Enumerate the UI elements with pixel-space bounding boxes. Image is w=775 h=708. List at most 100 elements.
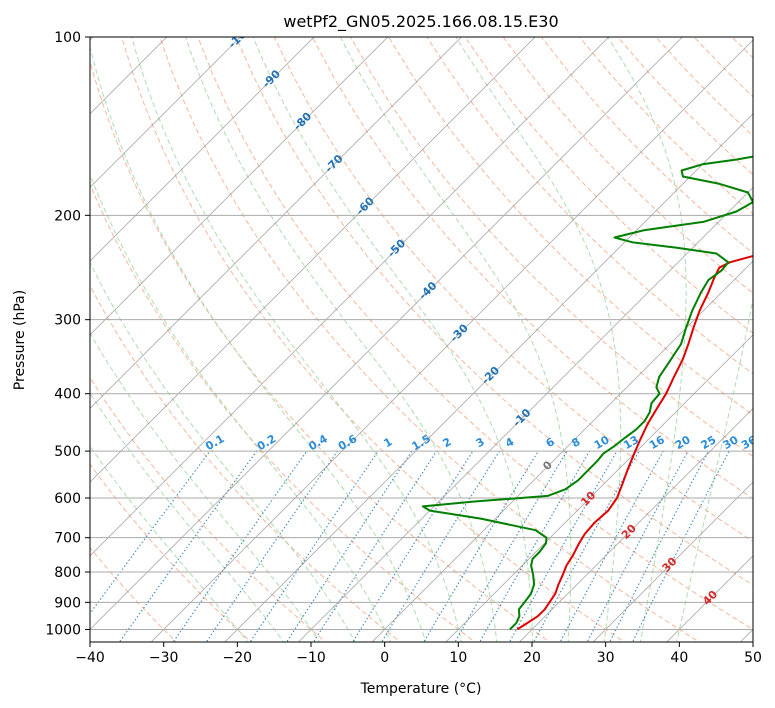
mixing-ratio-label: 3 (474, 435, 487, 450)
x-tick-label: −10 (296, 650, 326, 666)
y-tick-label: 100 (54, 30, 81, 46)
temperature-line (516, 254, 753, 631)
mixing-ratio-line (609, 450, 709, 642)
dry-adiabat-line (90, 59, 551, 642)
mixing-ratio-line (631, 450, 730, 642)
mixing-ratio-label: 1 (382, 435, 395, 450)
x-tick-label: 0 (380, 650, 389, 666)
moist-adiabat-line (90, 261, 356, 642)
isotherm-line (592, 481, 753, 642)
isotherm-line (150, 39, 753, 642)
y-tick-label: 300 (54, 313, 81, 329)
y-tick-label: 200 (54, 208, 81, 224)
isotherm-line (519, 407, 753, 642)
isotherm-label: -70 (322, 152, 345, 175)
mixing-ratio-label: 6 (544, 435, 557, 450)
dry-adiabat-line (90, 376, 327, 642)
x-axis: −40 −30 −20 −10 0 10 20 30 40 50 (75, 642, 762, 666)
y-tick-label: 1000 (45, 622, 81, 638)
mixing-ratio-label: 1.5 (410, 432, 433, 453)
isotherm-label: 20 (619, 522, 639, 542)
chart-title: wetPf2_GN05.2025.166.08.15.E30 (283, 12, 558, 32)
isotherm-line (740, 628, 753, 642)
isotherm-label: -40 (416, 279, 439, 302)
mixing-ratio-line (586, 450, 689, 642)
mixing-ratio-label: 36 (739, 433, 759, 452)
mixing-ratio-line (90, 450, 211, 615)
isotherm-label: -100 (226, 22, 255, 51)
dry-adiabat-line (502, 37, 753, 294)
y-axis: 100 200 300 400 500 600 700 800 900 1000 (45, 30, 90, 638)
isotherm-line (90, 37, 389, 336)
x-axis-label: Temperature (°C) (360, 681, 482, 697)
isotherm-label: 40 (700, 588, 720, 608)
plot-frame (89, 36, 754, 643)
mixing-ratio-label: 0.1 (203, 432, 226, 453)
moist-adiabat-line (90, 44, 427, 642)
y-tick-label: 900 (54, 595, 81, 611)
dry-adiabat-line (90, 183, 476, 642)
x-tick-label: 30 (597, 650, 615, 666)
pressure-gridlines (90, 37, 753, 630)
mixing-ratio-line (479, 450, 591, 642)
y-tick-label: 800 (54, 565, 81, 581)
isotherm-line (90, 37, 610, 557)
y-tick-label: 700 (54, 531, 81, 547)
isotherm-line (371, 260, 753, 642)
isotherm-line (298, 186, 753, 642)
isotherm-line (90, 37, 536, 483)
dry-adiabat-line (426, 37, 753, 375)
mixing-ratio-label: 4 (503, 435, 516, 450)
isotherm-label: -50 (385, 237, 408, 260)
mixing-ratio-line (118, 450, 258, 642)
dewpoint-line (421, 155, 753, 631)
dry-adiabat-line (350, 37, 753, 457)
background-lines (90, 37, 753, 642)
mixing-ratio-line (454, 450, 568, 642)
isotherm-line (90, 37, 683, 631)
profile-curves (421, 155, 753, 631)
x-tick-label: −20 (223, 650, 253, 666)
mixing-ratio-line (533, 450, 640, 642)
moist-adiabat-line (185, 37, 498, 642)
mixing-ratio-line (352, 450, 474, 642)
dry-adiabat-line (121, 37, 626, 642)
mixing-ratio-line (172, 450, 308, 642)
dry-adiabat-line (311, 37, 753, 500)
moist-adiabat-line (90, 173, 392, 642)
y-axis-label: Pressure (hPa) (12, 290, 28, 390)
mixing-ratio-line (205, 450, 338, 642)
mixing-ratio-line (559, 450, 664, 642)
isotherm-line (224, 113, 753, 642)
mixing-ratio-line (423, 450, 539, 642)
y-tick-label: 400 (54, 387, 81, 403)
mixing-ratio-label: 0.4 (306, 432, 330, 453)
x-tick-label: 20 (523, 650, 541, 666)
dry-adiabat-line (273, 37, 753, 543)
x-tick-label: 40 (670, 650, 688, 666)
dry-adiabat-line (159, 37, 701, 642)
isotherm-label: -20 (479, 364, 502, 387)
x-tick-label: 10 (449, 650, 467, 666)
isotherm-label: -90 (260, 67, 283, 90)
mixing-ratio-label: 25 (699, 433, 719, 452)
mixing-ratio-line (312, 450, 438, 642)
mixing-ratio-label: 0.6 (336, 432, 360, 453)
mixing-ratio-label: 0.2 (255, 432, 278, 453)
isotherm-label: 0 (540, 458, 555, 473)
dry-adiabat-line (90, 463, 252, 642)
x-tick-label: −40 (75, 650, 105, 666)
isotherm-line (90, 37, 241, 189)
isotherm-label: 10 (578, 489, 598, 509)
y-tick-label: 500 (54, 444, 81, 460)
isotherm-label: -30 (448, 321, 471, 344)
mixing-ratio-label: 20 (673, 433, 693, 452)
isotherm-line (90, 37, 462, 410)
moist-adiabat-line (676, 296, 753, 642)
dry-adiabat-line (693, 37, 753, 98)
isotherm-label: -80 (291, 110, 314, 133)
mixing-ratio-line (508, 450, 618, 642)
x-tick-label: 50 (744, 650, 762, 666)
y-tick-label: 600 (54, 491, 81, 507)
